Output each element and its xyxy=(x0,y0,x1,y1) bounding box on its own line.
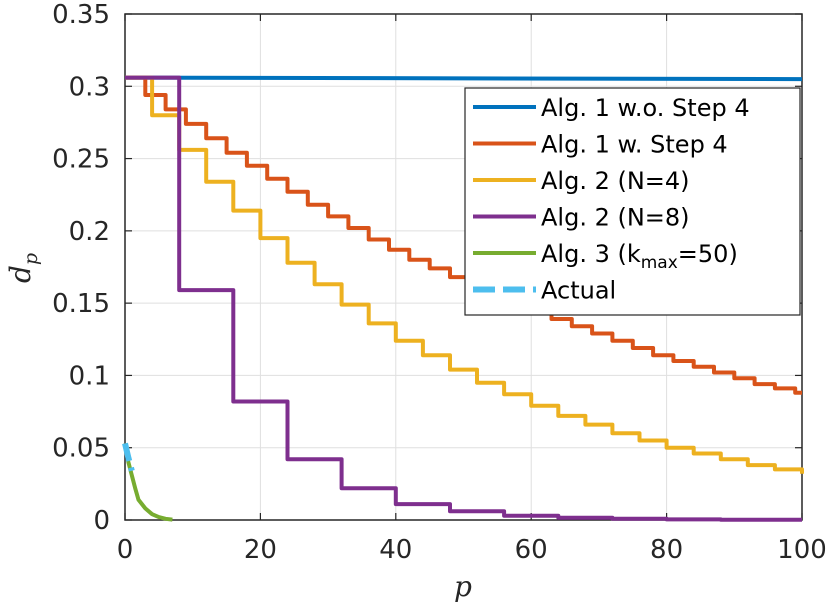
x-axis-label: p xyxy=(454,570,472,603)
y-axis-label-main: d xyxy=(4,265,37,283)
legend-label-text: Alg. 3 (k xyxy=(541,240,641,268)
legend-label: Alg. 1 w. Step 4 xyxy=(541,131,728,159)
y-tick-label: 0.15 xyxy=(52,289,110,319)
legend-label-text: Alg. 1 w.o. Step 4 xyxy=(541,94,750,122)
legend-label: Alg. 2 (N=8) xyxy=(541,204,690,232)
x-tick-label: 40 xyxy=(379,535,412,565)
legend-label-text: Actual xyxy=(541,277,616,305)
x-tick-label: 60 xyxy=(515,535,548,565)
y-tick-label: 0.3 xyxy=(69,72,110,102)
series-line-5 xyxy=(122,442,135,472)
svg-text:dp: dp xyxy=(4,253,42,283)
series-line-3 xyxy=(125,75,802,522)
x-tick-label: 100 xyxy=(777,535,827,565)
legend-label-tail: =50) xyxy=(678,240,738,268)
y-tick-label: 0.2 xyxy=(69,217,110,247)
plot-area-frame xyxy=(124,13,803,521)
y-axis-label: dp xyxy=(4,253,42,283)
legend-label: Actual xyxy=(541,277,616,305)
series-line-2 xyxy=(125,75,804,474)
y-axis-label-sub: p xyxy=(20,253,42,265)
x-tick-label: 0 xyxy=(117,535,134,565)
legend-label-subscript: max xyxy=(641,253,678,273)
y-tick-label: 0.25 xyxy=(52,145,110,175)
x-tick-label: 20 xyxy=(244,535,277,565)
y-tick-label: 0 xyxy=(93,506,110,536)
y-tick-label: 0.1 xyxy=(69,361,110,391)
x-tick-label: 80 xyxy=(650,535,683,565)
y-tick-label: 0.35 xyxy=(52,0,110,30)
legend-box xyxy=(464,87,801,316)
legend-label: Alg. 2 (N=4) xyxy=(541,167,690,195)
legend-label-text: Alg. 1 w. Step 4 xyxy=(541,131,728,159)
y-axis: 0 0.05 0.1 0.15 0.2 0.25 0.3 0.35 xyxy=(52,0,802,536)
legend-label: Alg. 3 (kmax=50) xyxy=(541,240,738,273)
legend: Alg. 1 w.o. Step 4 Alg. 1 w. Step 4 Alg. 2… xyxy=(464,87,801,316)
y-tick-label: 0.05 xyxy=(52,434,110,464)
x-axis: 0 20 40 60 80 100 xyxy=(117,14,827,565)
legend-label: Alg. 1 w.o. Step 4 xyxy=(541,94,750,122)
legend-label-text: Alg. 2 (N=8) xyxy=(541,204,690,232)
series-line-0 xyxy=(124,75,803,82)
legend-label-text: Alg. 2 (N=4) xyxy=(541,167,690,195)
